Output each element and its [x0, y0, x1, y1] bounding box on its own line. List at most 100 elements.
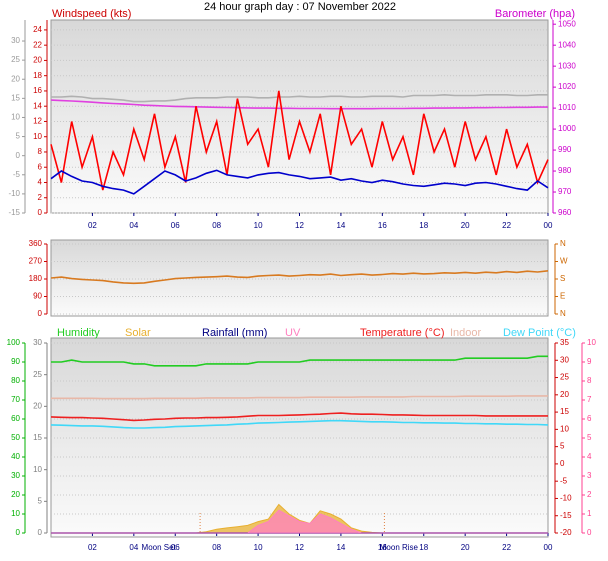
y-tick-label: 24 — [33, 25, 42, 34]
y-tick-label: 25 — [33, 370, 42, 379]
plot-area — [50, 19, 549, 214]
y-tick-label: 0 — [16, 151, 21, 160]
y-tick-label: E — [560, 292, 565, 301]
y-tick-label: 12 — [33, 117, 42, 126]
y-tick-label: -15 — [560, 511, 572, 520]
legend-entry: Humidity — [57, 327, 100, 339]
y-tick-label: -5 — [560, 476, 568, 485]
y-tick-label: 100 — [7, 338, 21, 347]
annotation: Moon Set — [142, 543, 177, 552]
annotation: Moon Rise — [380, 543, 419, 552]
y-tick-label: 0 — [38, 208, 43, 217]
y-tick-label: 5 — [560, 442, 565, 451]
line — [51, 93, 548, 103]
y-tick-label: 180 — [29, 274, 43, 283]
y-tick-label: -10 — [8, 189, 20, 198]
y-tick-label: 960 — [558, 208, 572, 217]
y-tick-label: 7 — [587, 395, 592, 404]
x-tick-label: 00 — [544, 221, 553, 230]
line — [50, 99, 548, 110]
y-tick-label: 20 — [11, 74, 20, 83]
y-tick-label: 1030 — [558, 61, 576, 70]
y-tick-label: 90 — [11, 357, 20, 366]
y-tick-label: 270 — [29, 257, 43, 266]
x-tick-label: 16 — [378, 221, 387, 230]
axis-label: Windspeed (kts) — [52, 8, 131, 20]
line — [51, 395, 548, 400]
x-tick-label: 06 — [171, 543, 180, 552]
x-tick-label: 16 — [378, 543, 387, 552]
plot-area — [50, 239, 549, 317]
x-tick-label: 10 — [254, 221, 263, 230]
y-tick-label: 35 — [560, 338, 569, 347]
line — [50, 90, 549, 191]
y-tick-label: W — [560, 257, 568, 266]
line — [51, 355, 548, 367]
area — [51, 509, 548, 534]
x-tick-label: 12 — [295, 221, 304, 230]
legend-entry: Temperature (°C) — [360, 327, 444, 339]
y-tick-label: -10 — [560, 494, 572, 503]
x-tick-label: 20 — [461, 543, 470, 552]
y-tick-label: 0 — [38, 309, 43, 318]
y-tick-label: 1010 — [558, 103, 576, 112]
y-tick-label: 3 — [587, 471, 592, 480]
y-tick-label: 10 — [560, 424, 569, 433]
y-tick-label: 980 — [558, 166, 572, 175]
x-tick-label: 00 — [544, 543, 553, 552]
y-tick-label: 2 — [38, 193, 43, 202]
x-tick-label: 08 — [212, 221, 221, 230]
y-tick-label: 50 — [11, 433, 20, 442]
y-tick-label: 10 — [11, 113, 20, 122]
line — [50, 419, 549, 429]
y-tick-label: -15 — [8, 208, 20, 217]
chart-title: 24 hour graph day : 07 November 2022 — [204, 1, 396, 13]
y-tick-label: 70 — [11, 395, 20, 404]
x-tick-label: 06 — [171, 221, 180, 230]
x-tick-label: 04 — [129, 543, 138, 552]
y-tick-label: 10 — [33, 465, 42, 474]
x-tick-label: 02 — [88, 221, 97, 230]
line — [50, 169, 549, 195]
x-tick-label: 12 — [295, 543, 304, 552]
y-tick-label: 0 — [16, 528, 21, 537]
y-tick-label: S — [560, 274, 565, 283]
y-tick-label: 2 — [587, 490, 592, 499]
y-tick-label: N — [560, 239, 566, 248]
legend-entry: Rainfall (mm) — [202, 327, 267, 339]
line — [50, 412, 548, 422]
y-tick-label: 990 — [558, 145, 572, 154]
legend-entry: Solar — [125, 327, 151, 339]
y-tick-label: 30 — [560, 355, 569, 364]
legend-entry: Indoor — [450, 327, 482, 339]
line — [50, 270, 549, 285]
y-tick-label: 8 — [587, 376, 592, 385]
y-tick-label: -20 — [560, 528, 572, 537]
y-tick-label: 970 — [558, 187, 572, 196]
y-tick-label: 25 — [11, 55, 20, 64]
y-tick-label: 30 — [11, 36, 20, 45]
y-tick-label: 15 — [11, 93, 20, 102]
x-tick-label: 18 — [419, 221, 428, 230]
y-tick-label: 0 — [587, 528, 592, 537]
x-tick-label: 18 — [419, 543, 428, 552]
y-tick-label: 5 — [16, 132, 21, 141]
x-tick-label: 20 — [461, 221, 470, 230]
x-tick-label: 02 — [88, 543, 97, 552]
y-tick-label: 20 — [11, 490, 20, 499]
x-tick-label: 22 — [502, 221, 511, 230]
y-tick-label: 9 — [587, 357, 592, 366]
y-tick-label: 1040 — [558, 40, 576, 49]
y-tick-label: 8 — [38, 147, 43, 156]
y-tick-label: 5 — [587, 433, 592, 442]
y-tick-label: 15 — [560, 407, 569, 416]
y-tick-label: 1000 — [558, 124, 576, 133]
y-tick-label: 1020 — [558, 82, 576, 91]
x-tick-label: 14 — [336, 221, 345, 230]
y-tick-label: 0 — [560, 459, 565, 468]
y-tick-label: 6 — [587, 414, 592, 423]
y-tick-label: 60 — [11, 414, 20, 423]
y-tick-label: 4 — [38, 178, 43, 187]
y-tick-label: 20 — [33, 56, 42, 65]
y-tick-label: 25 — [560, 373, 569, 382]
